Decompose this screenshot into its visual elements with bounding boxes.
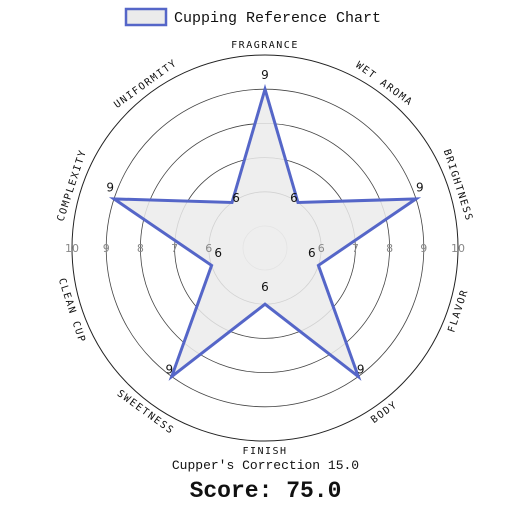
score: Score: 75.0 xyxy=(189,478,342,504)
data-labels: 9 6 9 6 9 6 9 6 9 6 xyxy=(106,68,423,377)
data-label: 9 xyxy=(106,181,114,195)
data-label: 9 xyxy=(165,363,173,377)
tick-label: 10 xyxy=(451,242,465,255)
tick-label: 9 xyxy=(103,242,110,255)
data-label: 6 xyxy=(308,246,316,260)
legend-label: Cupping Reference Chart xyxy=(174,10,381,27)
tick-label: 6 xyxy=(205,242,212,255)
data-label: 6 xyxy=(261,280,269,294)
data-label: 6 xyxy=(214,246,222,260)
axis-label: SWEETNESS xyxy=(115,388,176,437)
legend: Cupping Reference Chart xyxy=(124,7,381,27)
data-label: 6 xyxy=(232,191,240,205)
cupper-correction: Cupper's Correction 15.0 xyxy=(171,458,360,473)
series xyxy=(108,83,422,381)
tick-labels: 6 6 7 7 8 8 9 9 10 10 xyxy=(65,242,465,255)
axis-label: COMPLEXITY xyxy=(56,148,90,223)
tick-label: 7 xyxy=(352,242,359,255)
tick-label: 8 xyxy=(137,242,144,255)
series-polygon xyxy=(108,83,422,381)
tick-label: 10 xyxy=(65,242,79,255)
tick-label: 7 xyxy=(171,242,178,255)
data-label: 6 xyxy=(290,191,298,205)
tick-label: 8 xyxy=(386,242,393,255)
data-label: 9 xyxy=(261,68,269,82)
axis-label: FLAVOR xyxy=(446,288,470,334)
legend-swatch xyxy=(124,7,168,27)
axis-label: FINISH xyxy=(242,446,287,457)
data-label: 9 xyxy=(357,363,365,377)
axis-label: UNIFORMITY xyxy=(112,58,179,111)
axis-label: BRIGHTNESS xyxy=(441,148,475,223)
tick-label: 6 xyxy=(318,242,325,255)
data-label: 9 xyxy=(416,181,424,195)
axis-label: FRAGRANCE xyxy=(231,40,299,51)
grid-circle xyxy=(71,54,459,442)
axis-label: WET AROMA xyxy=(353,60,414,109)
tick-label: 9 xyxy=(420,242,427,255)
axis-label: BODY xyxy=(369,399,400,426)
